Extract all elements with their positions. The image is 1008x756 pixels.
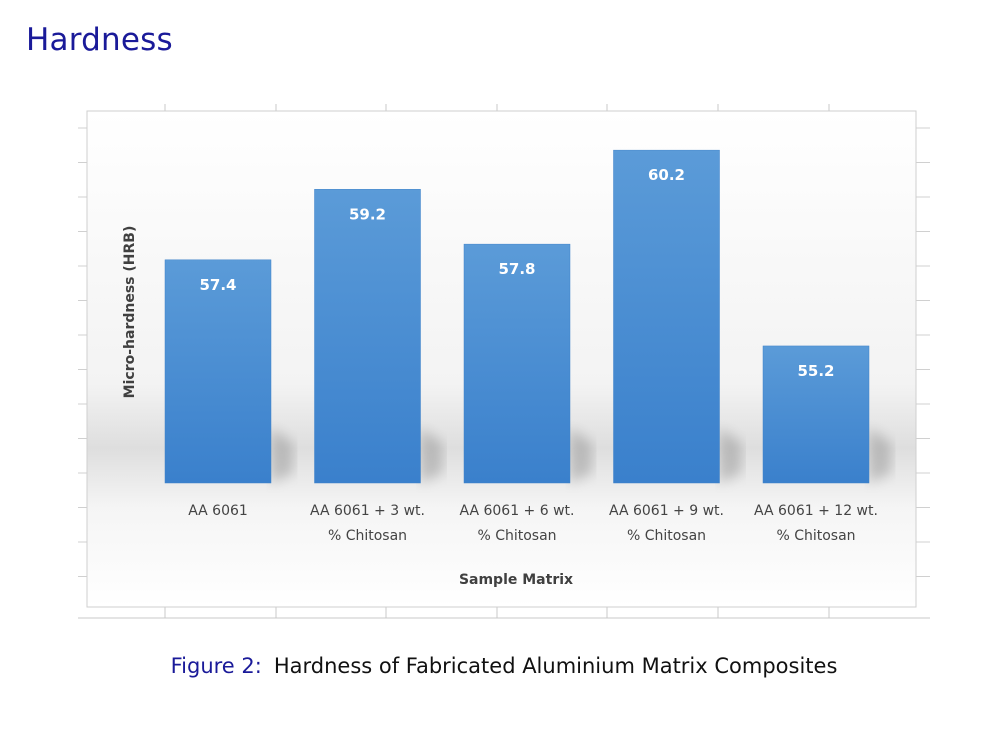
slide-title: Hardness [26, 22, 173, 58]
category-label: % Chitosan [627, 528, 706, 544]
data-label: 60.2 [648, 166, 685, 184]
caption-label: Figure 2: [170, 654, 262, 678]
data-label: 57.8 [498, 260, 535, 278]
data-label: 59.2 [349, 205, 386, 223]
bar-chart: 57.4 59.2 57.8 60.2 55.2 AA 6061 AA 6061 + 3 … [78, 104, 930, 619]
bar [762, 345, 870, 484]
bar-shadow [570, 428, 592, 483]
bar-shadow [869, 428, 891, 483]
bar [164, 259, 272, 484]
category-labels: AA 6061 AA 6061 + 3 wt. % Chitosan AA 6061 … [188, 503, 878, 544]
bar-shadow [271, 428, 293, 483]
caption-text: Hardness of Fabricated Aluminium Matrix … [273, 654, 838, 678]
y-axis-title: Micro-hardness (HRB) [122, 226, 138, 399]
bar-shadow [420, 428, 443, 483]
figure: 57.4 59.2 57.8 60.2 55.2 AA 6061 AA 6061 + 3 … [78, 104, 930, 619]
category-label: AA 6061 + 12 wt. [754, 503, 878, 519]
outer-frame-lines [78, 104, 930, 619]
x-axis-title: Sample Matrix [459, 572, 573, 588]
bar-shadows [271, 428, 891, 483]
bar [613, 149, 720, 484]
bars [164, 149, 870, 484]
data-label: 57.4 [199, 276, 236, 294]
bar [314, 189, 421, 484]
category-label: AA 6061 + 3 wt. [310, 503, 425, 519]
bar [463, 243, 571, 484]
data-label: 55.2 [797, 362, 834, 380]
category-label: AA 6061 + 9 wt. [609, 503, 724, 519]
bar-shadow [719, 428, 742, 483]
category-label: % Chitosan [776, 528, 855, 544]
category-label: % Chitosan [328, 528, 407, 544]
data-labels: 57.4 59.2 57.8 60.2 55.2 [199, 166, 834, 380]
category-label: % Chitosan [477, 528, 556, 544]
category-label: AA 6061 [188, 503, 248, 519]
category-label: AA 6061 + 6 wt. [459, 503, 574, 519]
figure-caption: Figure 2: Hardness of Fabricated Aluminiu… [0, 654, 1008, 678]
